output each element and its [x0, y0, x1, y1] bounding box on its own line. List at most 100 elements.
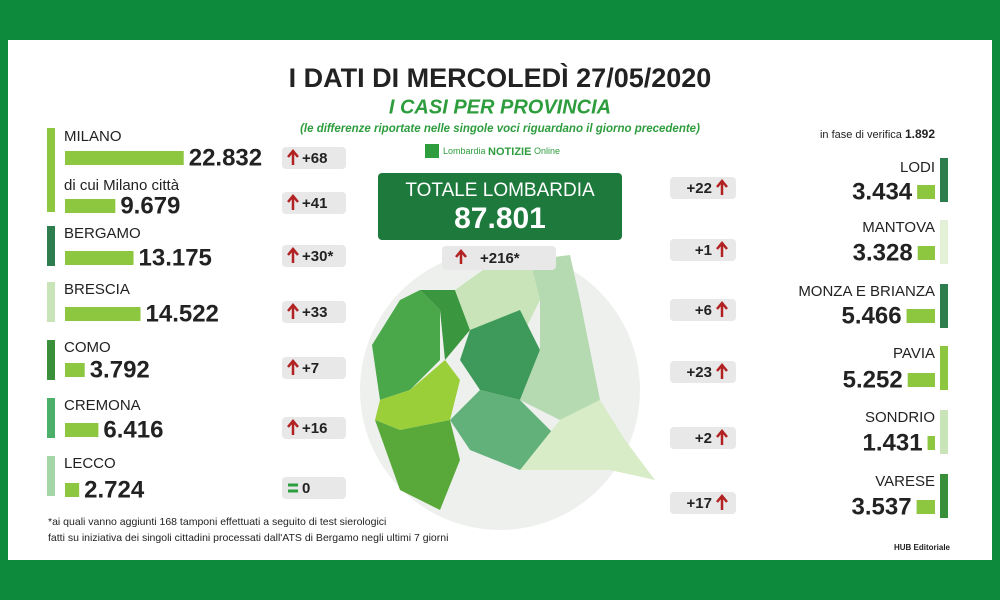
- side-bar: [47, 456, 55, 496]
- arrow-up: [716, 241, 728, 257]
- bar: [917, 246, 935, 260]
- arrow-up: [287, 419, 299, 435]
- province-name: LECCO: [64, 455, 116, 472]
- arrow-up: [716, 494, 728, 510]
- province-name: BERGAMO: [64, 225, 141, 242]
- note: (le differenze riportate nelle singole v…: [300, 123, 700, 135]
- equal-sign: [288, 483, 298, 493]
- arrow-up: [716, 301, 728, 317]
- total-label: TOTALE LOMBARDIA: [405, 180, 595, 201]
- region: [450, 390, 560, 470]
- change-box: [282, 245, 346, 267]
- province-name: MILANO: [64, 128, 122, 145]
- footnote: *ai quali vanno aggiunti 168 tamponi eff…: [48, 516, 386, 528]
- side-bar: [940, 284, 948, 328]
- total-box: [378, 173, 622, 240]
- province-change: +1: [695, 242, 712, 259]
- province-value: 5.466: [842, 302, 902, 329]
- arrow-up: [287, 194, 299, 210]
- title: I DATI DI MERCOLEDÌ 27/05/2020: [289, 62, 712, 93]
- province-value: 3.434: [852, 178, 913, 205]
- bar: [65, 423, 99, 437]
- brand-icon: [425, 144, 439, 158]
- region: [375, 420, 460, 510]
- arrow-up: [287, 359, 299, 375]
- province-value: 3.537: [852, 493, 912, 520]
- province-change: +41: [302, 195, 327, 212]
- province-name: MONZA E BRIANZA: [798, 283, 935, 300]
- province-name: SONDRIO: [865, 409, 935, 426]
- province-value: 9.679: [120, 192, 180, 219]
- province-name: BRESCIA: [64, 281, 130, 298]
- side-bar: [47, 340, 55, 380]
- subtitle: I CASI PER PROVINCIA: [389, 96, 611, 118]
- total-value: 87.801: [454, 202, 546, 235]
- total-change-box: [442, 246, 556, 270]
- side-bar: [940, 158, 948, 202]
- province-name: di cui Milano città: [64, 177, 180, 194]
- province-change: +16: [302, 420, 327, 437]
- province-name: VARESE: [875, 473, 935, 490]
- region: [460, 310, 540, 400]
- bar: [65, 151, 184, 165]
- verification: in fase di verifica 1.892: [820, 127, 935, 141]
- change-box: [282, 192, 346, 214]
- province-name: CREMONA: [64, 397, 141, 414]
- province-value: 22.832: [189, 144, 262, 171]
- province-change: +17: [687, 495, 712, 512]
- province-name: COMO: [64, 339, 111, 356]
- side-bar: [940, 410, 948, 454]
- change-box: [282, 357, 346, 379]
- province-change: 0: [302, 480, 310, 497]
- arrow-up: [287, 303, 299, 319]
- region: [420, 290, 470, 360]
- bar: [927, 436, 935, 450]
- province-change: +6: [695, 302, 712, 319]
- province-value: 6.416: [103, 416, 163, 443]
- province-change: +2: [695, 430, 712, 447]
- province-value: 3.328: [853, 239, 913, 266]
- province-value: 13.175: [139, 244, 212, 271]
- footnote: fatti su iniziativa dei singoli cittadin…: [48, 532, 448, 544]
- province-change: +23: [687, 364, 712, 381]
- province-change: +7: [302, 360, 319, 377]
- credit: HUB Editoriale: [894, 543, 951, 552]
- side-bars: [47, 128, 948, 518]
- arrow-up: [455, 249, 467, 264]
- change-box: [282, 417, 346, 439]
- side-bar: [47, 226, 55, 266]
- bar: [907, 373, 935, 387]
- bar: [917, 185, 935, 199]
- bar: [906, 309, 935, 323]
- bar: [65, 363, 85, 377]
- side-bar: [47, 398, 55, 438]
- total-change: +216*: [480, 250, 520, 267]
- region: [520, 255, 600, 420]
- side-bar: [47, 128, 55, 212]
- province-value: 2.724: [84, 476, 145, 503]
- bar: [65, 483, 80, 497]
- arrow-up: [287, 149, 299, 165]
- change-box: [282, 477, 346, 499]
- side-bar: [940, 346, 948, 390]
- province-name: PAVIA: [893, 345, 935, 362]
- region: [520, 400, 655, 480]
- bar: [916, 500, 935, 514]
- map: [360, 250, 655, 530]
- province-name: MANTOVA: [862, 219, 935, 236]
- province-value: 5.252: [843, 366, 903, 393]
- change-box: [282, 147, 346, 169]
- province-value: 14.522: [146, 300, 219, 327]
- province-name: LODI: [900, 159, 935, 176]
- side-bar: [940, 474, 948, 518]
- province-change: +30*: [302, 248, 333, 265]
- region: [372, 290, 440, 400]
- bar: [65, 199, 116, 213]
- side-bar: [940, 220, 948, 264]
- province-value: 3.792: [90, 356, 150, 383]
- province-change: +33: [302, 304, 327, 321]
- bar: [65, 307, 141, 321]
- arrow-up: [716, 363, 728, 379]
- province-change: +22: [687, 180, 712, 197]
